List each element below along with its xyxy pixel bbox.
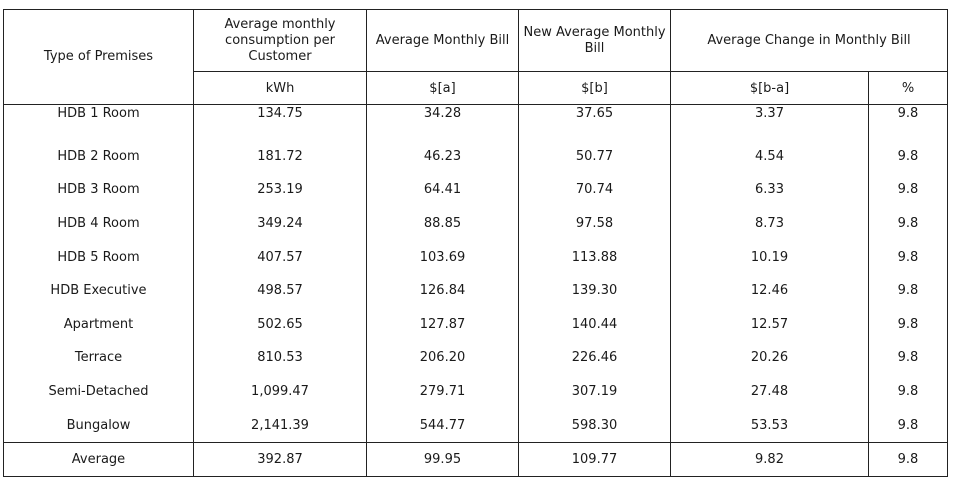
- header-change: Average Change in Monthly Bill: [670, 9, 948, 72]
- cell-premises: Terrace: [3, 341, 194, 375]
- cell-premises: HDB 4 Room: [3, 206, 194, 241]
- cell-premises: HDB 2 Room: [3, 139, 194, 174]
- cell-change-abs: 53.53: [670, 408, 869, 443]
- cell-change-abs: 3.37: [670, 103, 869, 140]
- cell-avg-bill: 88.85: [366, 206, 519, 241]
- cell-change-pct: 9.8: [868, 139, 948, 174]
- table-row: HDB 4 Room 349.24 88.85 97.58 8.73 9.8: [3, 206, 948, 241]
- cell-premises: Semi-Detached: [3, 374, 194, 409]
- cell-new-bill: 307.19: [518, 374, 671, 409]
- cell-new-bill: 598.30: [518, 408, 671, 443]
- average-row: Average 392.87 99.95 109.77 9.82 9.8: [3, 441, 948, 477]
- cell-change-abs: 12.46: [670, 273, 869, 308]
- unit-consumption: kWh: [193, 71, 367, 105]
- cell-premises: HDB 5 Room: [3, 240, 194, 274]
- cell-premises: HDB 1 Room: [3, 103, 194, 140]
- cell-consumption: 498.57: [193, 273, 367, 308]
- table-row: HDB 5 Room 407.57 103.69 113.88 10.19 9.8: [3, 240, 948, 274]
- cell-change-abs: 9.82: [670, 441, 869, 477]
- header-avg-bill: Average Monthly Bill: [366, 9, 519, 72]
- unit-change-pct: %: [868, 71, 948, 105]
- header-consumption: Average monthly consumption per Customer: [193, 9, 367, 72]
- cell-avg-bill: 127.87: [366, 307, 519, 342]
- table-row: Terrace 810.53 206.20 226.46 20.26 9.8: [3, 341, 948, 375]
- cell-premises: Bungalow: [3, 408, 194, 443]
- cell-change-abs: 27.48: [670, 374, 869, 409]
- table-row: HDB 2 Room 181.72 46.23 50.77 4.54 9.8: [3, 139, 948, 174]
- cell-change-pct: 9.8: [868, 408, 948, 443]
- table-row: HDB 1 Room 134.75 34.28 37.65 3.37 9.8: [3, 103, 948, 140]
- cell-new-bill: 97.58: [518, 206, 671, 241]
- cell-change-pct: 9.8: [868, 240, 948, 274]
- cell-consumption: 253.19: [193, 173, 367, 207]
- cell-new-bill: 70.74: [518, 173, 671, 207]
- cell-premises: Average: [3, 441, 194, 477]
- cell-change-pct: 9.8: [868, 103, 948, 140]
- cell-change-pct: 9.8: [868, 441, 948, 477]
- cell-consumption: 810.53: [193, 341, 367, 375]
- table-row: Semi-Detached 1,099.47 279.71 307.19 27.48 9.…: [3, 374, 948, 409]
- cell-consumption: 134.75: [193, 103, 367, 140]
- cell-avg-bill: 34.28: [366, 103, 519, 140]
- cell-avg-bill: 126.84: [366, 273, 519, 308]
- cell-consumption: 502.65: [193, 307, 367, 342]
- cell-avg-bill: 103.69: [366, 240, 519, 274]
- cell-premises: Apartment: [3, 307, 194, 342]
- cell-consumption: 392.87: [193, 441, 367, 477]
- cell-new-bill: 226.46: [518, 341, 671, 375]
- cell-consumption: 1,099.47: [193, 374, 367, 409]
- cell-change-pct: 9.8: [868, 307, 948, 342]
- cell-change-abs: 20.26: [670, 341, 869, 375]
- cell-new-bill: 113.88: [518, 240, 671, 274]
- cell-change-pct: 9.8: [868, 341, 948, 375]
- cell-change-abs: 10.19: [670, 240, 869, 274]
- unit-avg-bill: $[a]: [366, 71, 519, 105]
- cell-avg-bill: 64.41: [366, 173, 519, 207]
- cell-change-pct: 9.8: [868, 273, 948, 308]
- tariff-table: Type of Premises Average monthly consump…: [3, 9, 948, 477]
- table-row: Apartment 502.65 127.87 140.44 12.57 9.8: [3, 307, 948, 342]
- cell-change-pct: 9.8: [868, 374, 948, 409]
- cell-avg-bill: 46.23: [366, 139, 519, 174]
- cell-change-abs: 12.57: [670, 307, 869, 342]
- cell-change-pct: 9.8: [868, 173, 948, 207]
- cell-new-bill: 139.30: [518, 273, 671, 308]
- table-body: HDB 1 Room 134.75 34.28 37.65 3.37 9.8 HDB 2 R…: [3, 103, 948, 443]
- unit-change-abs: $[b-a]: [670, 71, 869, 105]
- cell-premises: HDB 3 Room: [3, 173, 194, 207]
- table-row: HDB 3 Room 253.19 64.41 70.74 6.33 9.8: [3, 173, 948, 207]
- header-new-bill: New Average Monthly Bill: [518, 9, 671, 72]
- cell-consumption: 2,141.39: [193, 408, 367, 443]
- cell-new-bill: 37.65: [518, 103, 671, 140]
- cell-avg-bill: 99.95: [366, 441, 519, 477]
- cell-change-abs: 6.33: [670, 173, 869, 207]
- table-row: Bungalow 2,141.39 544.77 598.30 53.53 9.8: [3, 408, 948, 443]
- cell-change-abs: 4.54: [670, 139, 869, 174]
- cell-avg-bill: 544.77: [366, 408, 519, 443]
- cell-premises: HDB Executive: [3, 273, 194, 308]
- cell-avg-bill: 279.71: [366, 374, 519, 409]
- cell-consumption: 407.57: [193, 240, 367, 274]
- table-row: HDB Executive 498.57 126.84 139.30 12.46 9.8: [3, 273, 948, 308]
- unit-new-bill: $[b]: [518, 71, 671, 105]
- cell-new-bill: 109.77: [518, 441, 671, 477]
- cell-avg-bill: 206.20: [366, 341, 519, 375]
- cell-new-bill: 140.44: [518, 307, 671, 342]
- cell-new-bill: 50.77: [518, 139, 671, 174]
- cell-change-pct: 9.8: [868, 206, 948, 241]
- cell-consumption: 349.24: [193, 206, 367, 241]
- header-premises: Type of Premises: [3, 9, 194, 105]
- cell-change-abs: 8.73: [670, 206, 869, 241]
- cell-consumption: 181.72: [193, 139, 367, 174]
